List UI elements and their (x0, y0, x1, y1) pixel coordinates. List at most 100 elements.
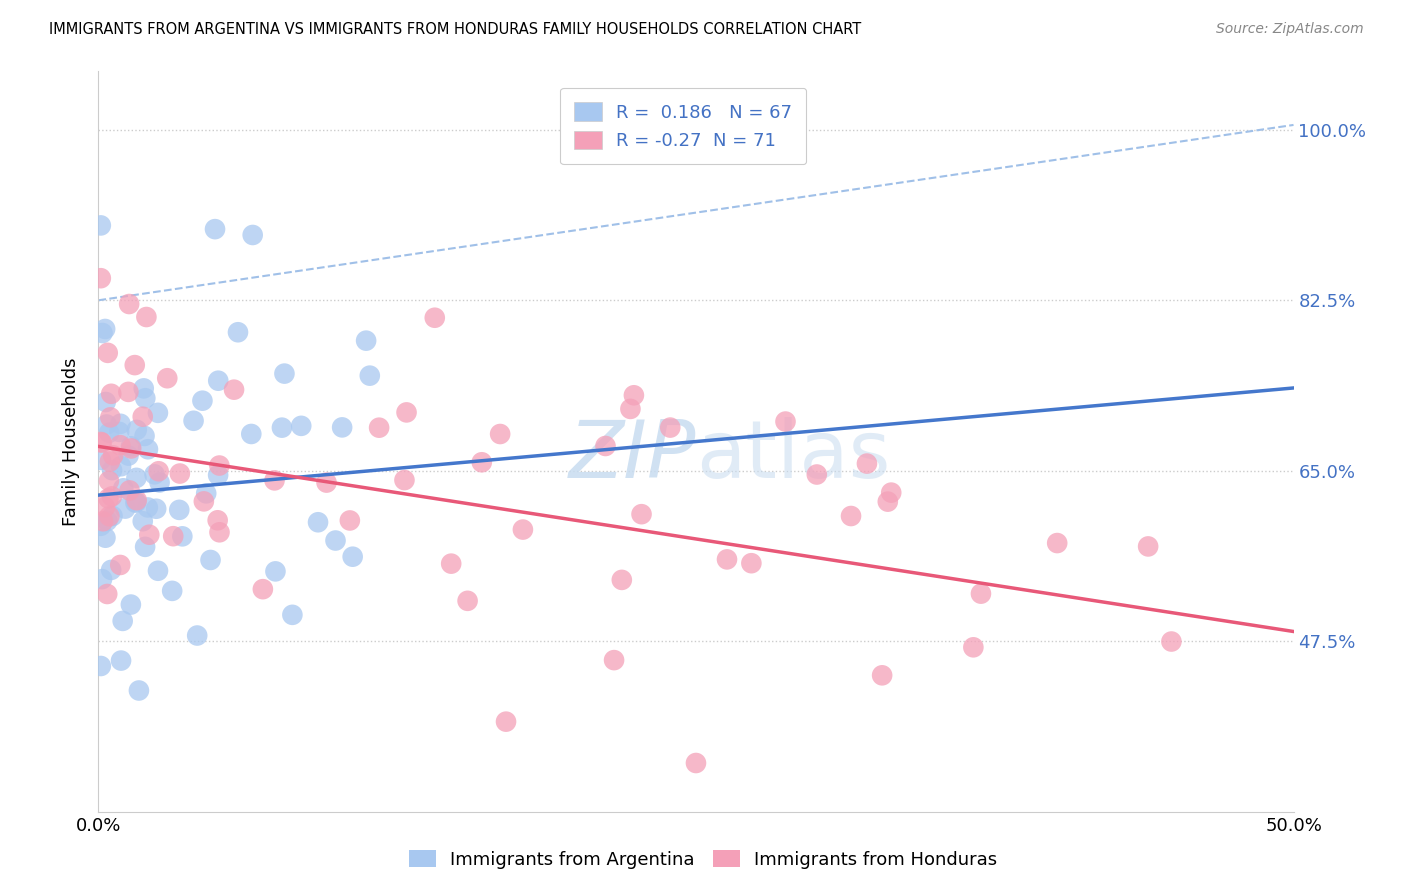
Point (125, 423, 148, 437)
Point (90, 518, 112, 533)
Point (125, 471, 148, 485)
Point (630, 507, 652, 521)
Point (100, 386, 122, 401)
Point (110, 417, 132, 431)
Point (90, 435, 112, 450)
Point (94, 500, 117, 515)
Point (880, 485, 903, 500)
Point (132, 381, 155, 395)
Point (242, 227, 264, 242)
Y-axis label: Family Households: Family Households (62, 358, 80, 525)
Point (134, 540, 156, 554)
Point (134, 429, 156, 443)
Point (315, 475, 337, 490)
Point (136, 500, 159, 515)
Point (839, 508, 862, 523)
Point (495, 714, 517, 729)
Point (191, 393, 214, 408)
Point (339, 513, 361, 527)
Point (1160, 634, 1182, 648)
Point (263, 474, 285, 488)
Point (162, 529, 184, 543)
Point (114, 501, 136, 516)
Point (610, 573, 633, 587)
Point (1137, 540, 1160, 554)
Point (132, 409, 155, 424)
Point (117, 384, 139, 399)
Point (172, 529, 194, 543)
Point (208, 525, 231, 540)
Point (208, 458, 231, 473)
Point (132, 514, 155, 528)
Point (342, 549, 364, 564)
Point (90, 453, 112, 467)
Point (512, 523, 534, 537)
Point (156, 371, 179, 385)
Point (97, 474, 120, 488)
Point (183, 414, 205, 428)
Text: ZIP: ZIP (568, 417, 696, 495)
Point (96, 417, 118, 432)
Text: IMMIGRANTS FROM ARGENTINA VS IMMIGRANTS FROM HONDURAS FAMILY HOUSEHOLDS CORRELAT: IMMIGRANTS FROM ARGENTINA VS IMMIGRANTS … (49, 22, 862, 37)
Point (252, 582, 274, 597)
Point (193, 494, 215, 508)
Point (112, 481, 135, 495)
Point (90, 435, 112, 450)
Point (128, 683, 150, 698)
Point (146, 564, 169, 578)
Point (359, 368, 381, 383)
Point (134, 391, 156, 405)
Point (101, 489, 124, 503)
Point (120, 439, 142, 453)
Point (110, 438, 132, 452)
Point (264, 565, 287, 579)
Point (207, 513, 229, 527)
Point (94, 531, 117, 545)
Point (457, 594, 479, 608)
Point (124, 358, 146, 372)
Point (90, 659, 112, 673)
Point (423, 310, 446, 325)
Point (870, 668, 893, 682)
Point (200, 553, 222, 567)
Point (117, 449, 139, 463)
Point (94, 322, 117, 336)
Point (207, 374, 229, 388)
Point (195, 486, 218, 500)
Point (167, 503, 190, 517)
Point (124, 495, 146, 509)
Point (97, 491, 120, 506)
Point (101, 463, 124, 477)
Point (290, 418, 312, 433)
Point (118, 483, 141, 498)
Point (325, 533, 347, 548)
Point (110, 459, 132, 474)
Point (90, 271, 112, 285)
Point (91, 514, 114, 528)
Legend: Immigrants from Argentina, Immigrants from Honduras: Immigrants from Argentina, Immigrants fr… (401, 843, 1005, 876)
Point (148, 475, 170, 490)
Point (1046, 536, 1069, 550)
Point (108, 425, 131, 439)
Point (148, 464, 170, 478)
Point (440, 557, 463, 571)
Point (394, 473, 416, 487)
Point (101, 508, 124, 523)
Point (226, 325, 249, 339)
Point (90, 219, 112, 233)
Point (716, 552, 738, 566)
Point (307, 515, 329, 529)
Point (330, 420, 353, 434)
Legend: R =  0.186   N = 67, R = -0.27  N = 71: R = 0.186 N = 67, R = -0.27 N = 71 (560, 87, 807, 164)
Point (98, 509, 121, 524)
Point (619, 401, 641, 416)
Point (146, 406, 169, 420)
Point (98, 454, 121, 468)
Point (91, 326, 114, 340)
Point (138, 527, 160, 541)
Point (125, 495, 148, 509)
Point (169, 467, 191, 481)
Text: Source: ZipAtlas.com: Source: ZipAtlas.com (1216, 22, 1364, 37)
Point (970, 587, 993, 601)
Point (96, 514, 118, 528)
